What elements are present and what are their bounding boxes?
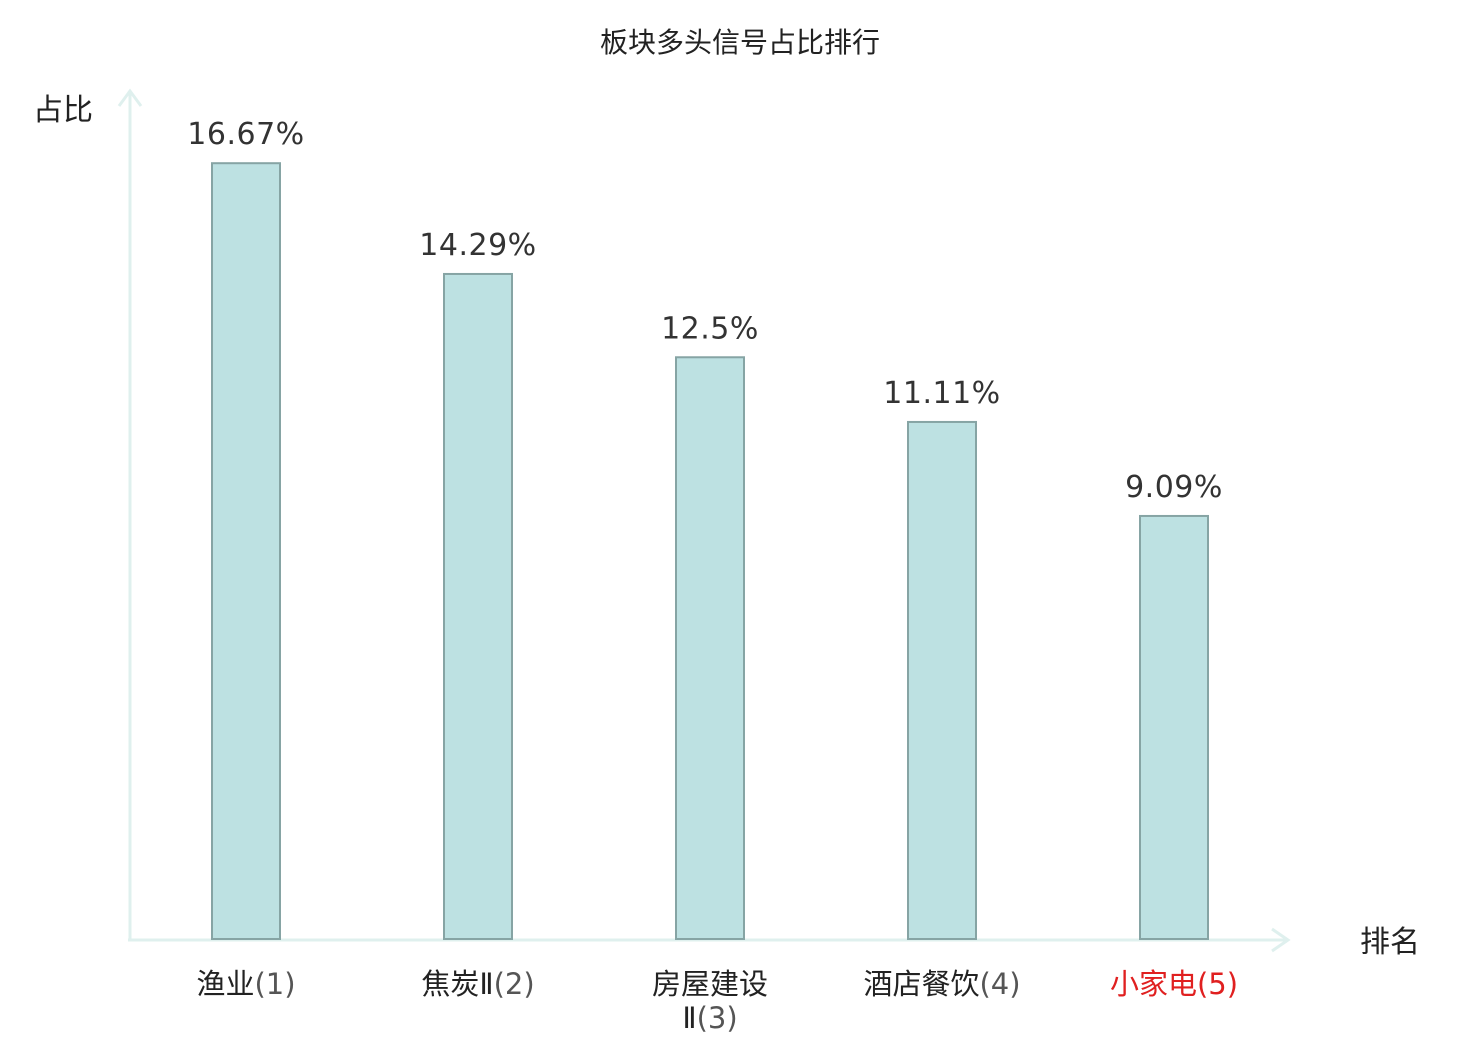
category-label-4: 酒店餐饮(4) [863, 967, 1020, 1001]
category-label-2: 焦炭Ⅱ(2) [421, 967, 534, 1001]
chart-title: 板块多头信号占比排行 [600, 26, 880, 59]
bar-4 [907, 420, 977, 940]
category-name: 渔业 [196, 967, 254, 1001]
category-rank: (2) [494, 967, 535, 1001]
category-name: 小家电 [1110, 967, 1197, 1001]
value-label-4: 11.11% [883, 376, 1000, 411]
value-labels-group: 16.67% 14.29% 12.5% 11.11% 9.09% [187, 117, 1223, 505]
category-rank: (3) [697, 1001, 738, 1035]
category-name: 酒店餐饮 [863, 967, 979, 1001]
y-axis-arrow [117, 88, 143, 107]
category-label-5: 小家电(5) [1110, 967, 1238, 1001]
y-axis-label: 占比 [33, 93, 93, 128]
category-name: 房屋建设 [652, 967, 768, 1001]
x-axis-label: 排名 [1360, 925, 1420, 960]
x-axis-arrow [1271, 927, 1291, 953]
bar-3 [675, 356, 745, 940]
category-label-1: 渔业(1) [196, 967, 295, 1001]
category-rank: (5) [1197, 967, 1238, 1001]
category-name: 焦炭Ⅱ [421, 967, 493, 1001]
value-label-1: 16.67% [187, 117, 304, 152]
value-label-2: 14.29% [419, 228, 536, 263]
category-label-3-line-2: Ⅱ(3) [682, 1001, 737, 1035]
category-label-3-line-1: 房屋建设 [652, 967, 768, 1001]
category-name: Ⅱ [682, 1001, 696, 1035]
bar-1 [211, 162, 281, 940]
bar-5 [1139, 514, 1209, 940]
category-rank: (4) [979, 967, 1020, 1001]
value-label-5: 9.09% [1125, 470, 1223, 505]
category-rank: (1) [254, 967, 295, 1001]
bar-2 [443, 272, 513, 940]
bars-group [211, 162, 1209, 940]
value-label-3: 12.5% [661, 311, 759, 346]
